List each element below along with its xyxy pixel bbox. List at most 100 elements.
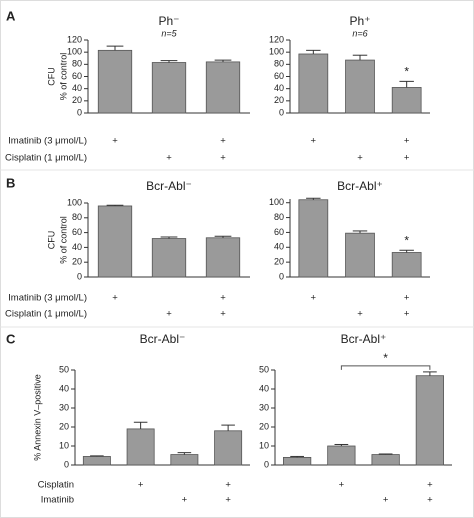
bar (126, 428, 155, 466)
treatment-mark: + (225, 495, 231, 506)
y-tick-label: 60 (72, 71, 82, 81)
treatment-label: Cisplatin (1 μmol/L) (5, 309, 87, 320)
y-tick-label: 100 (269, 197, 284, 207)
y-tick-label: 50 (259, 364, 269, 374)
significance: * (383, 351, 388, 365)
y-tick-label: 0 (264, 459, 269, 469)
treatment-mark: + (138, 480, 144, 491)
treatment-label: Cisplatin (1 μmol/L) (5, 153, 87, 164)
y-tick-label: 40 (59, 383, 69, 393)
y-tick-label: 40 (72, 242, 82, 252)
y-tick-label: 80 (274, 212, 284, 222)
y-tick-label: 20 (259, 421, 269, 431)
chart-title: Bcr-Abl⁺ (341, 332, 387, 346)
bar (97, 49, 133, 114)
panel-letter: B (6, 175, 15, 190)
y-tick-label: 120 (67, 34, 82, 44)
chart-title: Bcr-Abl⁺ (337, 179, 383, 193)
bar (345, 59, 375, 114)
treatment-mark: + (427, 495, 433, 506)
y-tick-label: 0 (279, 107, 284, 117)
treatment-mark: + (339, 480, 345, 491)
bar (415, 375, 444, 466)
treatment-mark: + (404, 153, 410, 164)
chart-title: Bcr-Abl⁻ (140, 332, 186, 346)
chart-subtitle: n=6 (352, 28, 367, 38)
y-tick-label: 20 (274, 95, 284, 105)
treatment-mark: + (404, 309, 410, 320)
panel-letter: C (6, 331, 16, 346)
treatment-mark: + (182, 495, 188, 506)
treatment-mark: + (220, 136, 226, 147)
treatment-mark: + (357, 153, 363, 164)
bar (214, 430, 243, 466)
panel-letter: A (6, 8, 16, 23)
y-axis-label: CFU (46, 231, 56, 250)
bar (151, 62, 187, 114)
bar (170, 454, 199, 466)
treatment-mark: + (311, 293, 317, 304)
treatment-mark: + (404, 136, 410, 147)
y-tick-label: 120 (269, 34, 284, 44)
chart-subtitle: n=5 (161, 28, 177, 38)
chart-title: Bcr-Abl⁻ (146, 179, 192, 193)
bar (97, 205, 133, 278)
y-tick-label: 100 (67, 47, 82, 57)
y-tick-label: 0 (77, 271, 82, 281)
treatment-mark: + (404, 293, 410, 304)
treatment-label: Imatinib (3 μmol/L) (8, 293, 87, 304)
chart-title: Ph⁻ (158, 14, 179, 28)
y-axis-label: % of control (58, 216, 68, 264)
bar (205, 61, 241, 114)
treatment-label: Cisplatin (38, 480, 74, 491)
treatment-mark: + (311, 136, 317, 147)
treatment-mark: + (166, 153, 172, 164)
treatment-mark: + (220, 309, 226, 320)
y-tick-label: 0 (279, 271, 284, 281)
y-tick-label: 30 (59, 402, 69, 412)
bar (371, 454, 400, 466)
y-tick-label: 80 (274, 59, 284, 69)
treatment-label: Imatinib (41, 495, 74, 506)
y-tick-label: 10 (59, 440, 69, 450)
y-axis-label: % of control (58, 53, 68, 101)
bar (327, 445, 356, 466)
y-tick-label: 60 (274, 71, 284, 81)
y-axis-label: % Annexin V–positive (32, 374, 42, 461)
significance: * (404, 233, 409, 247)
bar (391, 252, 422, 278)
treatment-mark: + (220, 153, 226, 164)
y-tick-label: 20 (274, 257, 284, 267)
treatment-mark: + (112, 293, 118, 304)
treatment-label: Imatinib (3 μmol/L) (8, 136, 87, 147)
bar (298, 199, 329, 278)
y-tick-label: 80 (72, 212, 82, 222)
treatment-mark: + (220, 293, 226, 304)
y-tick-label: 30 (259, 402, 269, 412)
y-tick-label: 10 (259, 440, 269, 450)
y-tick-label: 0 (77, 107, 82, 117)
treatment-mark: + (383, 495, 389, 506)
treatment-mark: + (112, 136, 118, 147)
y-tick-label: 0 (64, 459, 69, 469)
y-axis-label: CFU (46, 67, 56, 86)
significance: * (404, 65, 409, 79)
bar (82, 456, 111, 466)
y-tick-label: 80 (72, 59, 82, 69)
bar (345, 232, 375, 278)
y-tick-label: 100 (67, 197, 82, 207)
y-tick-label: 20 (59, 421, 69, 431)
bar (283, 456, 312, 466)
y-tick-label: 40 (72, 83, 82, 93)
y-tick-label: 60 (274, 227, 284, 237)
treatment-mark: + (225, 480, 231, 491)
bar (298, 53, 329, 114)
bar (391, 87, 422, 114)
y-tick-label: 40 (274, 242, 284, 252)
treatment-mark: + (427, 480, 433, 491)
y-tick-label: 50 (59, 364, 69, 374)
treatment-mark: + (357, 309, 363, 320)
y-tick-label: 20 (72, 257, 82, 267)
y-tick-label: 20 (72, 95, 82, 105)
